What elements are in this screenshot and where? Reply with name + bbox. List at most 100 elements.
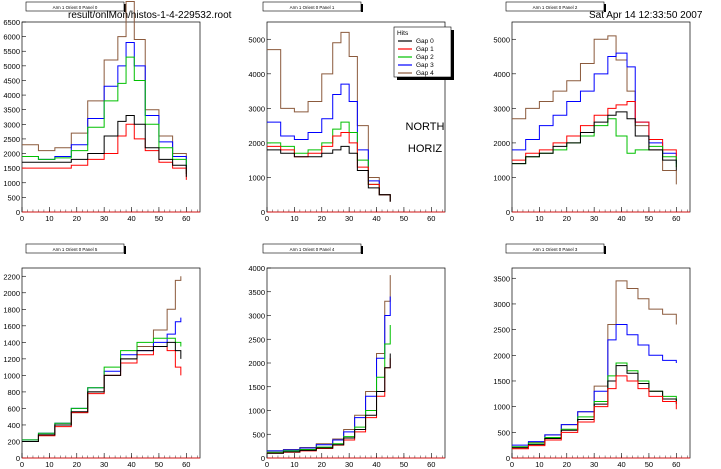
x-tick-label: 20 (73, 214, 81, 223)
x-tick-label: 0 (510, 214, 514, 223)
y-tick-label: 3000 (493, 300, 510, 309)
x-tick-label: 60 (427, 460, 435, 469)
x-tick-label: 0 (510, 460, 514, 469)
y-tick-label: 2000 (3, 289, 20, 298)
series-gap-1 (512, 375, 677, 450)
plot-frame (21, 267, 201, 459)
x-tick-label: 0 (20, 214, 24, 223)
x-tick-label: 60 (182, 214, 190, 223)
y-tick-label: 3500 (248, 288, 265, 297)
y-tick-label: 2200 (3, 272, 20, 281)
y-tick-label: 1000 (493, 173, 510, 182)
series-gap-2 (22, 337, 182, 441)
y-tick-label: 200 (7, 437, 20, 446)
y-tick-label: 5000 (3, 62, 20, 71)
legend-entry: Gap 1 (416, 46, 434, 53)
y-tick-label: 5000 (493, 35, 510, 44)
y-tick-label: 6000 (3, 33, 20, 42)
panel-title: Arm 1 Orient 0 Panel 5 (53, 247, 98, 252)
y-tick-label: 4500 (3, 76, 20, 85)
x-tick-label: 50 (400, 214, 408, 223)
y-tick-label: 3000 (493, 104, 510, 113)
y-tick-label: 3000 (3, 120, 20, 129)
series-gap-0 (512, 111, 677, 171)
y-tick-label: 6500 (3, 18, 20, 27)
y-tick-label: 500 (497, 428, 510, 437)
x-tick-label: 50 (400, 460, 408, 469)
series-gap-0 (267, 145, 391, 202)
x-tick-label: 40 (372, 214, 380, 223)
y-tick-label: 2000 (493, 139, 510, 148)
x-tick-label: 10 (535, 214, 543, 223)
x-tick-label: 50 (155, 460, 163, 469)
panels-group: Arm 1 Orient 0 Panel 0050010001500200025… (3, 1, 691, 469)
x-tick-label: 30 (345, 460, 353, 469)
series-gap-4 (22, 276, 182, 442)
series-gap-0 (267, 353, 391, 454)
x-tick-label: 10 (45, 214, 53, 223)
panel-title: Arm 1 Orient 0 Panel 1 (290, 5, 335, 10)
legend-entry: Gap 0 (416, 38, 434, 45)
series-gap-1 (22, 123, 187, 180)
panel-1: Arm 1 Orient 0 Panel 1 0 1000 2000 3000 4000 5… (248, 1, 454, 223)
x-tick-label: 40 (127, 460, 135, 469)
series-gap-2 (267, 121, 391, 202)
series-gap-3 (22, 317, 182, 441)
y-tick-label: 1000 (493, 403, 510, 412)
x-tick-label: 0 (265, 460, 269, 469)
x-tick-label: 50 (645, 214, 653, 223)
panel-5: Arm 1 Orient 0 Panel 3050010001500200025… (493, 243, 691, 469)
x-tick-label: 50 (155, 214, 163, 223)
series-gap-2 (267, 325, 391, 453)
y-tick-label: 2000 (248, 139, 265, 148)
y-tick-label: 0 (506, 454, 510, 463)
panel-4: Arm 1 Orient 0 Panel 4050010001500200025… (248, 243, 446, 469)
x-tick-label: 10 (535, 460, 543, 469)
y-tick-label: 1600 (3, 322, 20, 331)
series-gap-1 (267, 358, 391, 454)
x-tick-label: 0 (265, 214, 269, 223)
series-gap-0 (22, 115, 187, 177)
y-tick-label: 0 (261, 454, 265, 463)
legend-box (393, 26, 452, 78)
datetime-stamp: Sat Apr 14 12:33:50 2007 (589, 10, 703, 21)
y-tick-label: 0 (16, 454, 20, 463)
x-tick-label: 20 (563, 460, 571, 469)
panel-title: Arm 1 Orient 0 Panel 2 (533, 5, 578, 10)
y-tick-label: 500 (252, 430, 265, 439)
x-tick-label: 10 (45, 460, 53, 469)
x-tick-label: 40 (617, 214, 625, 223)
series-gap-4 (267, 275, 391, 452)
y-tick-label: 800 (7, 388, 20, 397)
panel-0: Arm 1 Orient 0 Panel 0050010001500200025… (3, 1, 201, 223)
y-tick-label: 2000 (493, 351, 510, 360)
x-tick-label: 10 (290, 214, 298, 223)
y-tick-label: 400 (7, 421, 20, 430)
x-tick-label: 20 (563, 214, 571, 223)
title-shadow (604, 4, 606, 12)
y-tick-label: 1000 (3, 371, 20, 380)
x-tick-label: 40 (127, 214, 135, 223)
title-shadow (361, 246, 363, 254)
y-tick-label: 4000 (248, 264, 265, 273)
y-tick-label: 1400 (3, 338, 20, 347)
x-tick-label: 30 (590, 214, 598, 223)
y-tick-label: 3500 (493, 274, 510, 283)
title-shadow (604, 246, 606, 254)
x-tick-label: 30 (590, 460, 598, 469)
series-gap-3 (267, 296, 391, 452)
panel-annotation-north: NORTH (406, 121, 445, 133)
title-shadow (124, 246, 126, 254)
legend-entry: Gap 2 (416, 54, 434, 61)
series-gap-0 (22, 341, 182, 442)
x-tick-label: 30 (100, 214, 108, 223)
title-shadow (124, 4, 126, 12)
x-tick-label: 60 (672, 214, 680, 223)
series-gap-3 (512, 323, 677, 446)
legend-title: Hits (397, 30, 409, 37)
x-tick-label: 60 (182, 460, 190, 469)
panel-2: Arm 1 Orient 0 Panel 2 0 1000 2000 3000 4000 5… (493, 1, 691, 223)
y-tick-label: 5500 (3, 47, 20, 56)
series-gap-4 (512, 280, 677, 449)
y-tick-label: 0 (506, 208, 510, 217)
